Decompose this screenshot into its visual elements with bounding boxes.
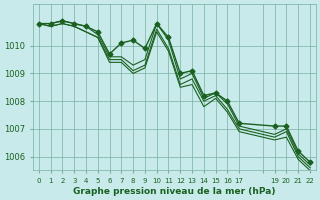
X-axis label: Graphe pression niveau de la mer (hPa): Graphe pression niveau de la mer (hPa) (73, 187, 276, 196)
